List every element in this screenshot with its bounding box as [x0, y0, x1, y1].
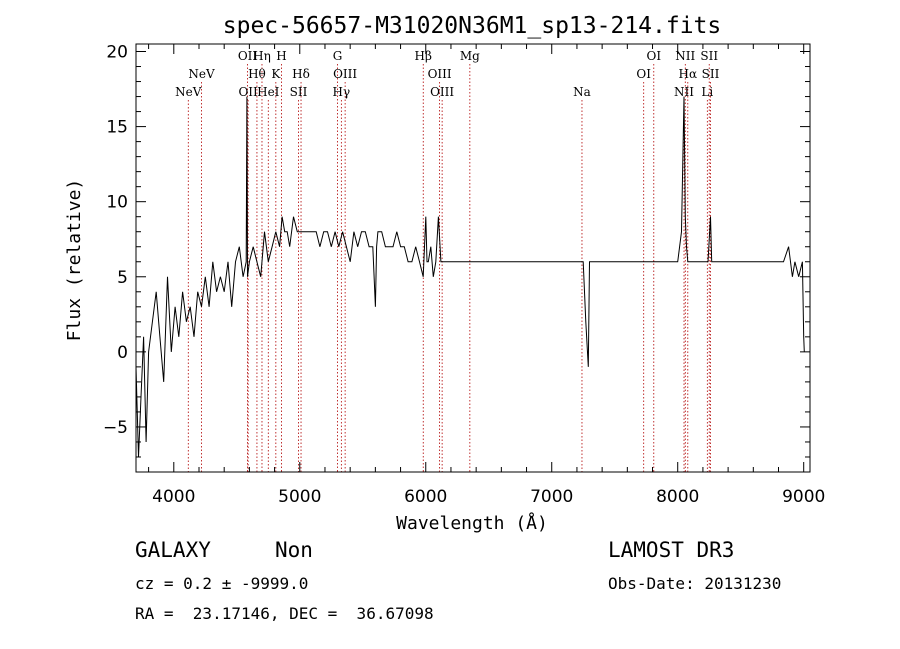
redshift-cz: cz = 0.2 ± -9999.0	[135, 574, 309, 593]
y-axis-label: Flux (relative)	[64, 179, 85, 342]
emission-line-label: OII	[238, 85, 258, 99]
y-tick-label: 20	[106, 43, 128, 63]
emission-line-label: NeV	[175, 85, 202, 99]
emission-line-label: NII	[674, 85, 694, 99]
x-tick-label: 9000	[782, 487, 825, 507]
x-tick-label: 6000	[404, 487, 447, 507]
chart-title: spec-56657-M31020N36M1_sp13-214.fits	[223, 13, 722, 39]
object-class: GALAXY	[135, 538, 211, 562]
emission-line-label: Hθ	[248, 67, 266, 81]
survey-name: LAMOST DR3	[608, 538, 735, 562]
x-tick-label: 5000	[278, 487, 321, 507]
y-tick-label: 0	[117, 343, 128, 363]
emission-line-label: OIII	[428, 67, 452, 81]
x-axis-label: Wavelength (Å)	[396, 512, 548, 534]
y-tick-label: −5	[103, 418, 128, 438]
y-tick-label: 10	[106, 193, 128, 213]
emission-line-label: Li	[701, 85, 713, 99]
emission-line-label: NII	[675, 49, 695, 63]
x-tick-label: 7000	[530, 487, 573, 507]
emission-line-label: SII	[700, 49, 718, 63]
emission-line-label: SII	[702, 67, 720, 81]
emission-line-label: Hβ	[415, 49, 432, 63]
emission-line-labels: NeV NeV OII OII Hθ Hη HeI KH SII Hδ G OIII Hγ Hβ OIII O…	[175, 49, 719, 99]
y-tick-label: 5	[117, 268, 128, 288]
x-axis-ticks: 4000 5000 6000 7000 8000 9000	[148, 44, 825, 507]
emission-line-label: HeI	[257, 85, 280, 99]
emission-line-label: NeV	[188, 67, 215, 81]
emission-line-label: Hη	[253, 49, 271, 63]
emission-line-label: Na	[573, 85, 591, 99]
emission-line-label: OI	[636, 67, 651, 81]
object-subclass: Non	[275, 538, 313, 562]
emission-line-markers	[187, 64, 711, 472]
emission-line-label: OI	[646, 49, 661, 63]
emission-line-label: OIII	[333, 67, 357, 81]
emission-line-label: Hδ	[292, 67, 310, 81]
emission-line-label: H	[276, 49, 286, 63]
coordinates: RA = 23.17146, DEC = 36.67098	[135, 604, 434, 623]
emission-line-label: SII	[290, 85, 308, 99]
emission-line-label: G	[333, 49, 343, 63]
emission-line-label: Hγ	[333, 85, 351, 99]
x-tick-label: 4000	[152, 487, 195, 507]
emission-line-label: Mg	[460, 49, 480, 63]
emission-line-label: OIII	[430, 85, 454, 99]
spectrum-line	[135, 96, 805, 458]
y-axis-ticks: −5 0 5 10 15 20	[103, 43, 810, 458]
x-tick-label: 8000	[656, 487, 699, 507]
obs-date: Obs-Date: 20131230	[608, 574, 782, 593]
plot-frame	[135, 43, 811, 473]
emission-line-label: K	[271, 67, 281, 81]
emission-line-label: Hα	[679, 67, 698, 81]
y-tick-label: 15	[106, 118, 128, 138]
emission-line-label: OII	[238, 49, 258, 63]
